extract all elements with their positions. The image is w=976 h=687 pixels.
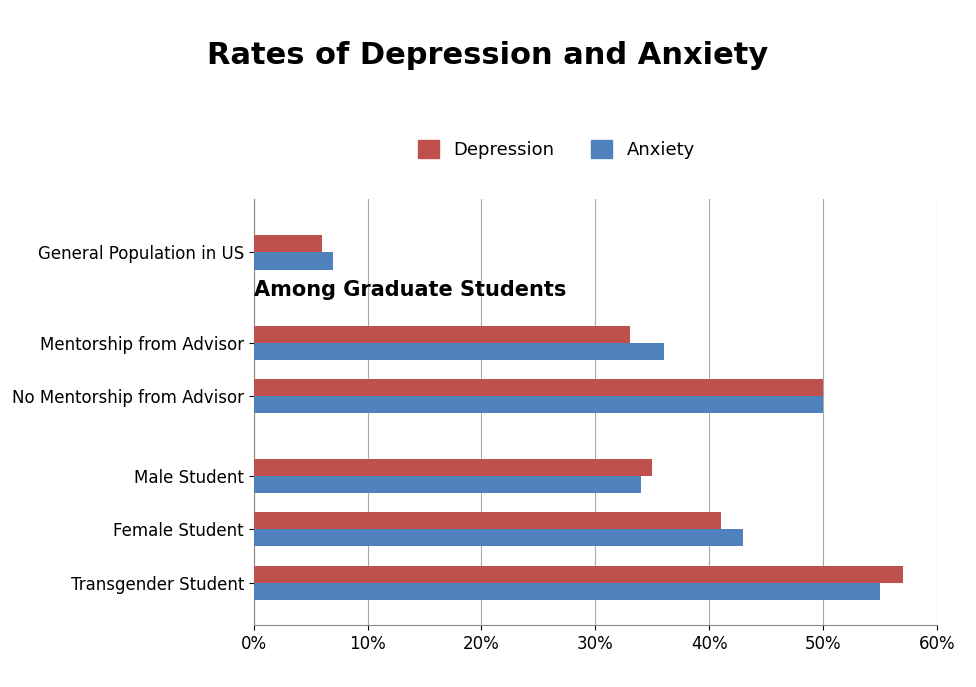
Bar — [254, 236, 322, 252]
Bar — [254, 476, 641, 493]
Bar — [254, 343, 664, 360]
Bar — [254, 379, 823, 396]
Bar — [254, 396, 823, 414]
Bar — [254, 529, 744, 546]
Bar — [254, 459, 652, 476]
Text: Among Graduate Students: Among Graduate Students — [254, 280, 566, 300]
Bar — [254, 565, 903, 583]
Legend: Depression, Anxiety: Depression, Anxiety — [410, 133, 703, 166]
Bar — [254, 252, 334, 269]
Bar — [254, 513, 720, 529]
Bar — [254, 326, 630, 343]
Text: Rates of Depression and Anxiety: Rates of Depression and Anxiety — [207, 41, 769, 70]
Bar — [254, 583, 880, 600]
